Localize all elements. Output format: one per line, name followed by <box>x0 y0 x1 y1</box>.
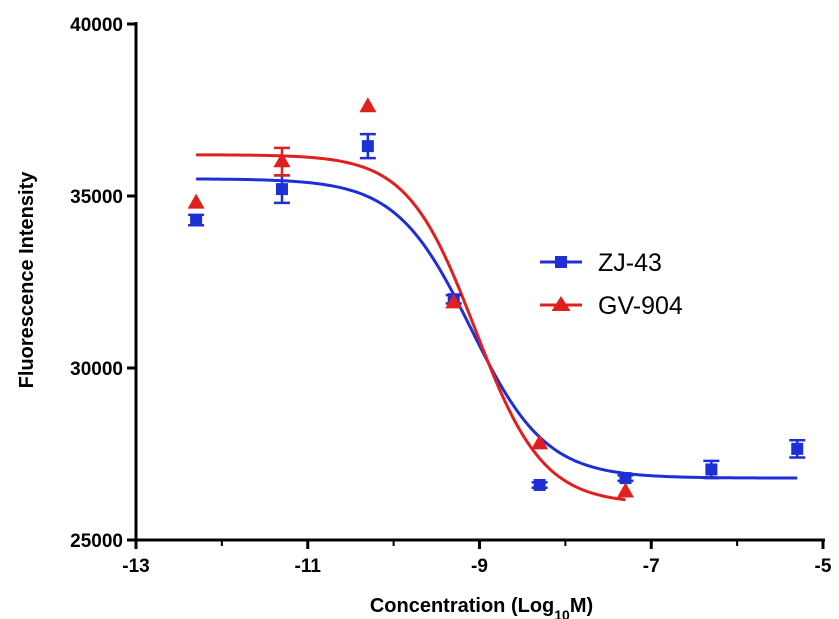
legend: ZJ-43 GV-904 <box>540 249 683 320</box>
legend-marker-gv904 <box>551 296 571 311</box>
y-axis-title: Fluorescence Intensity <box>16 171 38 389</box>
data-point-zj43 <box>361 140 374 153</box>
x-axis-title: Concentration (Log10M) <box>370 595 593 619</box>
y-tick-label: 40000 <box>70 15 123 36</box>
fit-curves <box>196 153 798 502</box>
y-tick-label: 30000 <box>70 359 123 380</box>
data-point-gv904 <box>445 293 463 309</box>
y-tick-label: 25000 <box>70 531 123 552</box>
legend-item-gv904: GV-904 <box>540 292 683 320</box>
x-axis-title-tail: M) <box>570 595 593 617</box>
data-point-zj43 <box>619 472 632 485</box>
fit-curve-zj43 <box>196 177 798 480</box>
data-points <box>187 97 806 498</box>
data-point-gv904 <box>359 97 377 113</box>
x-tick-label: -5 <box>815 556 832 577</box>
y-tick-label: 35000 <box>70 187 123 208</box>
data-point-zj43 <box>705 463 718 476</box>
axes: -13 -11 -9 -7 -5 25000 30000 35000 40000 <box>70 15 832 577</box>
data-point-gv904 <box>273 152 291 168</box>
data-point-zj43 <box>791 442 804 455</box>
legend-marker-zj43 <box>555 256 567 268</box>
data-point-gv904 <box>616 482 634 498</box>
x-tick-label: -11 <box>295 556 322 577</box>
x-tick-label: -13 <box>122 556 149 577</box>
y-ticks: 25000 30000 35000 40000 <box>70 15 136 552</box>
x-axis-title-subscript: 10 <box>554 607 570 619</box>
x-axis-title-main: Concentration (Log <box>370 595 554 617</box>
legend-item-zj43: ZJ-43 <box>540 249 662 277</box>
data-point-gv904 <box>531 434 549 450</box>
legend-label-gv904: GV-904 <box>598 292 683 320</box>
data-point-zj43 <box>533 478 546 491</box>
data-point-zj43 <box>275 183 288 196</box>
legend-label-zj43: ZJ-43 <box>598 249 662 277</box>
x-tick-label: -7 <box>643 556 660 577</box>
data-point-gv904 <box>187 193 205 209</box>
x-tick-label: -9 <box>471 556 488 577</box>
fit-curve-gv904 <box>196 153 626 502</box>
data-point-zj43 <box>190 214 203 227</box>
x-ticks: -13 -11 -9 -7 -5 <box>122 540 832 577</box>
